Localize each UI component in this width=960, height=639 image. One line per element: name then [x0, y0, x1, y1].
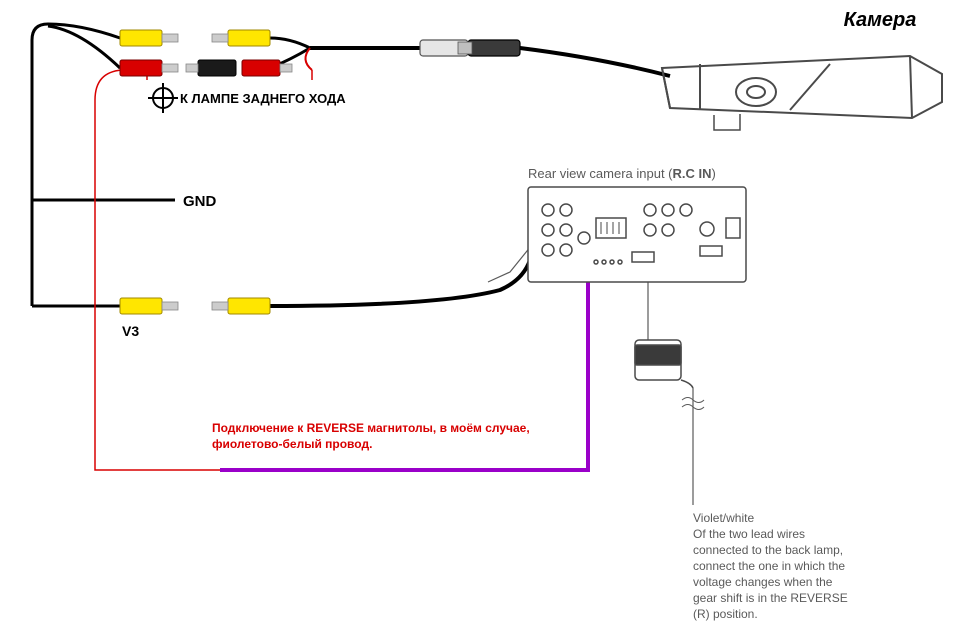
- rcin-label: Rear view camera input (R.C IN): [528, 166, 716, 181]
- gps-antenna: [635, 340, 693, 388]
- wiring-diagram: Камера Rear view camera input (R.C IN) К…: [0, 0, 960, 639]
- camera-device: [662, 56, 942, 130]
- reverse-note: Подключение к REVERSE магнитолы, в моём …: [212, 421, 533, 451]
- violet-white-note: Violet/white Of the two lead wires conne…: [693, 511, 851, 621]
- rca-yellow-right-top: [212, 30, 270, 46]
- red-signal-wire: [95, 70, 220, 470]
- rca-red-left: [120, 60, 178, 76]
- head-unit: [528, 187, 746, 282]
- gnd-label: GND: [183, 193, 217, 210]
- v3-to-headunit-wire: [270, 225, 553, 306]
- ground-symbol: [148, 83, 178, 113]
- rca-yellow-v3-left: [120, 298, 178, 314]
- rca-yellow-left-top: [120, 30, 178, 46]
- v3-label: V3: [122, 323, 139, 339]
- camera-label: Камера: [844, 9, 917, 31]
- rca-black-right: [186, 60, 236, 76]
- gps-wire: [648, 282, 704, 505]
- reverse-lamp-label: К ЛАМПЕ ЗАДНЕГО ХОДА: [180, 91, 346, 106]
- barrel-adapter: [420, 40, 520, 56]
- rca-yellow-v3-right: [212, 298, 270, 314]
